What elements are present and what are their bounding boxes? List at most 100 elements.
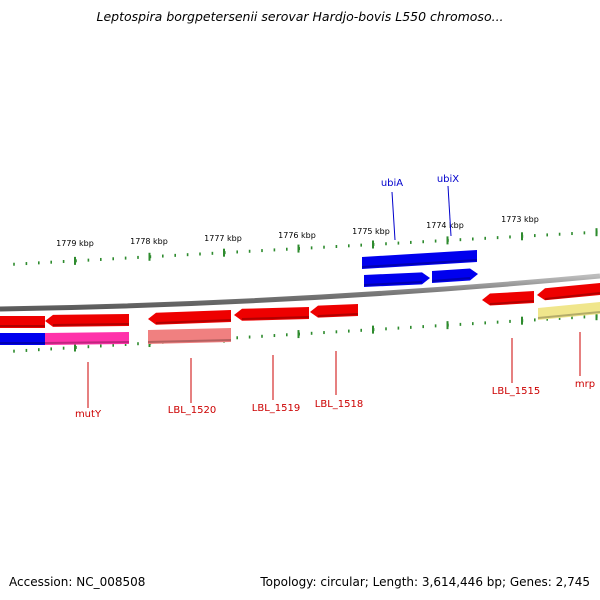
inner-minor-tick: [348, 329, 350, 333]
label-line-ubiX: [447, 185, 452, 237]
map-title: Leptospira borgpetersenii serovar Hardjo…: [96, 9, 504, 24]
outer-minor-tick: [335, 244, 338, 248]
outer-minor-tick: [248, 249, 251, 253]
gene-salmon: [148, 328, 231, 344]
outer-minor-tick: [484, 236, 486, 240]
kbp-label: 1775 kbp: [352, 227, 390, 236]
inner-minor-tick: [558, 316, 561, 320]
outer-minor-tick: [360, 243, 362, 247]
chromosome-backbone: [0, 273, 600, 312]
outer-minor-tick: [174, 253, 176, 257]
gene-magenta-shade: [44, 341, 130, 344]
outer-minor-tick: [434, 239, 437, 243]
inner-minor-tick: [335, 330, 338, 334]
outer-minor-tick: [273, 248, 276, 252]
gene-blue-left: [0, 333, 45, 345]
gene-salmon-shade: [147, 339, 232, 343]
inner-major-tick: [297, 330, 300, 339]
gene-label-LBL_1518: LBL_1518: [315, 399, 363, 410]
outer-minor-tick: [211, 251, 214, 255]
inner-minor-tick: [62, 346, 65, 350]
inner-minor-tick: [38, 348, 40, 352]
gene-LBL_1515-shade: [489, 300, 535, 305]
outer-minor-tick: [199, 252, 201, 256]
inner-minor-tick: [124, 342, 127, 346]
inner-minor-tick: [50, 347, 52, 351]
inner-minor-tick: [509, 319, 511, 323]
inner-minor-tick: [112, 343, 114, 347]
outer-minor-tick: [13, 262, 15, 266]
inner-minor-tick: [248, 335, 251, 339]
inner-minor-tick: [422, 325, 424, 329]
gene-label-LBL_1520: LBL_1520: [168, 405, 216, 416]
outer-minor-tick: [112, 257, 114, 261]
inner-minor-tick: [310, 331, 313, 335]
inner-minor-tick: [484, 321, 486, 325]
inner-minor-tick: [583, 315, 586, 319]
outer-minor-tick: [323, 245, 325, 249]
outer-major-tick: [74, 256, 76, 265]
inner-minor-tick: [13, 349, 15, 353]
outer-major-tick: [297, 244, 300, 253]
outer-minor-tick: [348, 244, 350, 248]
outer-major-tick: [521, 232, 523, 241]
outer-minor-tick: [410, 240, 412, 244]
gene-mutY-shade: [52, 323, 130, 326]
gene-label-lines: [87, 185, 581, 408]
gene-labels: mutY LBL_1520 LBL_1519 LBL_1518 LBL_1515 mrp u…: [75, 174, 595, 420]
outer-minor-tick: [62, 260, 65, 264]
gene-LBL_1519-shade: [241, 316, 310, 320]
gene-ubiA-shade: [361, 259, 478, 268]
inner-minor-tick: [385, 327, 387, 331]
inner-minor-tick: [459, 322, 462, 326]
outer-minor-tick: [286, 247, 288, 251]
inner-minor-tick: [472, 322, 474, 326]
outer-minor-tick: [546, 233, 548, 237]
inner-minor-tick: [410, 325, 412, 329]
outer-minor-tick: [50, 260, 52, 264]
gene-ubiA: [362, 250, 477, 269]
inner-minor-tick: [323, 331, 325, 335]
inner-minor-tick: [496, 320, 499, 324]
outer-minor-tick: [38, 261, 40, 265]
gene-magenta: [45, 332, 129, 345]
inner-minor-tick: [434, 324, 437, 328]
inner-minor-tick: [273, 334, 276, 338]
gene-label-mutY: mutY: [75, 409, 102, 420]
gene-ubiX-part2: [432, 268, 478, 283]
outer-major-tick: [223, 248, 225, 257]
outer-minor-tick: [162, 254, 164, 258]
gene-red-right: [537, 283, 600, 301]
outer-major-tick: [595, 228, 598, 237]
kbp-label: 1773 kbp: [501, 215, 539, 224]
inner-major-tick: [521, 316, 523, 325]
gene-LBL_1518-shade: [317, 313, 359, 317]
inner-minor-tick: [360, 328, 362, 332]
outer-major-tick: [372, 240, 374, 249]
kbp-labels: 1779 kbp 1778 kbp 1777 kbp 1776 kbp 1775 kbp…: [56, 215, 539, 248]
inner-minor-tick: [137, 342, 139, 346]
gene-label-mrp: mrp: [575, 379, 595, 390]
outer-minor-tick: [310, 246, 313, 250]
gene-label-ubiA: ubiA: [381, 178, 403, 189]
gene-label-ubiX: ubiX: [437, 174, 459, 185]
inner-minor-tick: [25, 348, 28, 352]
outer-minor-tick: [261, 249, 263, 253]
outer-minor-tick: [571, 232, 573, 236]
outer-minor-tick: [236, 250, 238, 254]
gene-red-left: [0, 316, 45, 328]
genome-summary-text: Topology: circular; Length: 3,614,446 bp…: [260, 575, 590, 589]
gene-LBL_1520: [148, 310, 231, 325]
gene-LBL_1519: [234, 307, 309, 321]
outer-minor-tick: [583, 231, 586, 235]
kbp-label: 1777 kbp: [204, 234, 242, 243]
gene-mrp-shade: [537, 311, 600, 319]
kbp-label: 1774 kbp: [426, 221, 464, 230]
kbp-label: 1779 kbp: [56, 239, 94, 248]
outer-minor-tick: [25, 262, 28, 266]
gene-ubiX-part2-shade: [431, 277, 471, 282]
outer-minor-tick: [558, 232, 561, 236]
kbp-label: 1776 kbp: [278, 231, 316, 240]
inner-major-tick: [74, 343, 76, 352]
